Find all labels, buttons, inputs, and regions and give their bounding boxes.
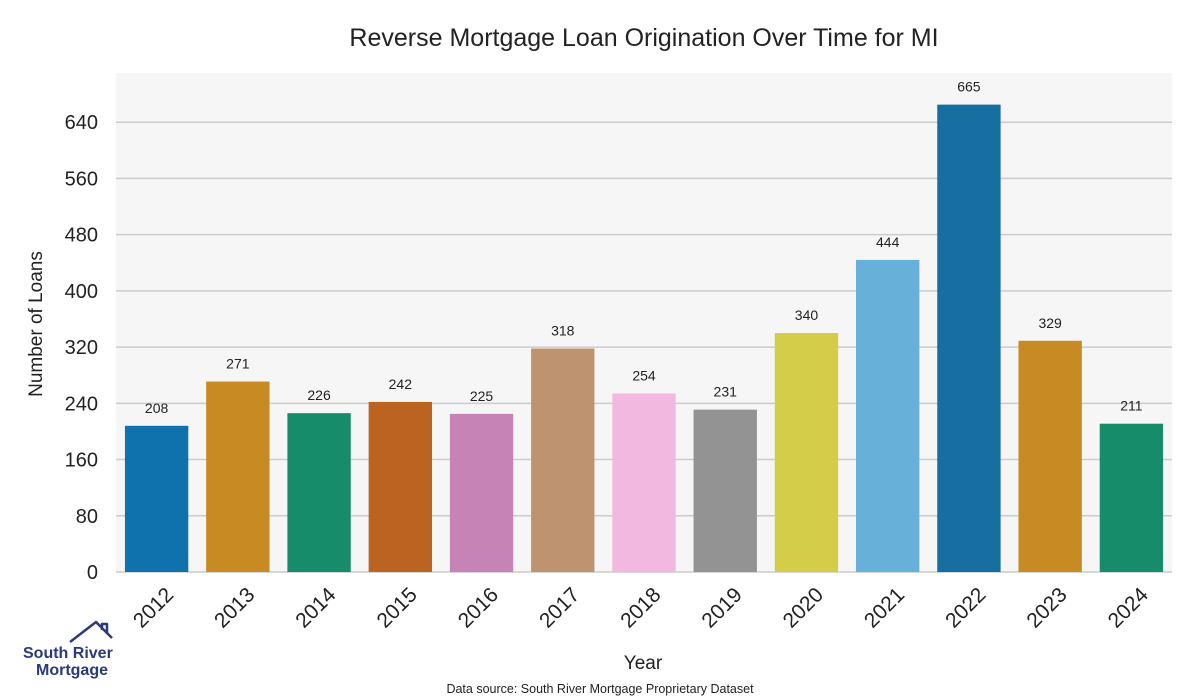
bar-2022 (937, 104, 1001, 572)
x-tick-label-2022: 2022 (941, 583, 990, 632)
x-tick-label-2014: 2014 (291, 583, 341, 633)
x-tick-label-2016: 2016 (454, 583, 503, 632)
data-label-2013: 271 (226, 356, 250, 372)
x-tick-labels: 2012 2013 2014 2015 2016 2017 2018 2019 2020 2021… (129, 583, 1153, 633)
data-label-2017: 318 (551, 323, 575, 339)
y-tick-labels: 0 80 160 240 320 400 480 560 640 (65, 112, 98, 584)
x-tick-label-2013: 2013 (210, 583, 259, 632)
y-tick-label: 240 (65, 393, 98, 415)
logo: South River Mortgage (23, 620, 113, 679)
bar-2013 (206, 381, 270, 572)
bar-2018 (612, 393, 676, 572)
house-roof-icon (69, 620, 113, 643)
chart-title: Reverse Mortgage Loan Origination Over T… (349, 24, 938, 52)
x-tick-label-2012: 2012 (129, 583, 178, 632)
data-label-2019: 231 (714, 384, 738, 400)
bar-2021 (856, 259, 920, 572)
data-label-2023: 329 (1038, 315, 1062, 331)
x-tick-label-2019: 2019 (697, 583, 746, 632)
y-axis-label: Number of Loans (26, 251, 47, 397)
x-tick-label-2024: 2024 (1104, 583, 1154, 633)
y-tick-label: 320 (65, 337, 98, 359)
data-label-2014: 226 (307, 387, 331, 403)
logo-line-1: South River (23, 645, 113, 662)
bar-2023 (1018, 340, 1082, 572)
data-label-2020: 340 (795, 307, 819, 323)
bar-2020 (774, 333, 839, 572)
y-tick-label: 560 (65, 168, 98, 190)
bar-2015 (368, 401, 432, 572)
bars (124, 104, 1164, 572)
data-labels: 208 271 226 242 225 318 254 231 340 444 665 329 211 (145, 79, 1143, 416)
data-label-2021: 444 (876, 234, 900, 250)
x-axis-label: Year (624, 653, 663, 674)
y-tick-label: 400 (65, 281, 98, 303)
data-label-2022: 665 (957, 79, 981, 95)
x-tick-label-2021: 2021 (860, 583, 909, 632)
data-label-2016: 225 (470, 388, 494, 404)
source-note: Data source: South River Mortgage Propri… (446, 682, 754, 696)
y-tick-label: 80 (76, 506, 98, 528)
x-tick-label-2017: 2017 (535, 583, 584, 632)
x-tick-label-2023: 2023 (1022, 583, 1071, 632)
bar-2012 (124, 425, 189, 572)
x-tick-label-2015: 2015 (373, 583, 422, 632)
data-label-2015: 242 (389, 376, 413, 392)
data-label-2012: 208 (145, 400, 169, 416)
bar-2016 (449, 413, 514, 572)
data-label-2018: 254 (632, 367, 656, 383)
y-tick-label: 0 (87, 562, 98, 584)
bar-2024 (1099, 423, 1164, 572)
x-tick-label-2020: 2020 (779, 583, 828, 632)
data-label-2024: 211 (1120, 398, 1143, 414)
y-tick-label: 480 (65, 225, 98, 247)
logo-line-2: Mortgage (36, 662, 108, 679)
bar-2019 (693, 409, 757, 572)
bar-2017 (531, 348, 595, 572)
y-tick-label: 640 (65, 112, 98, 134)
bar-2014 (287, 413, 351, 572)
y-tick-label: 160 (65, 450, 98, 472)
x-tick-label-2018: 2018 (616, 583, 665, 632)
